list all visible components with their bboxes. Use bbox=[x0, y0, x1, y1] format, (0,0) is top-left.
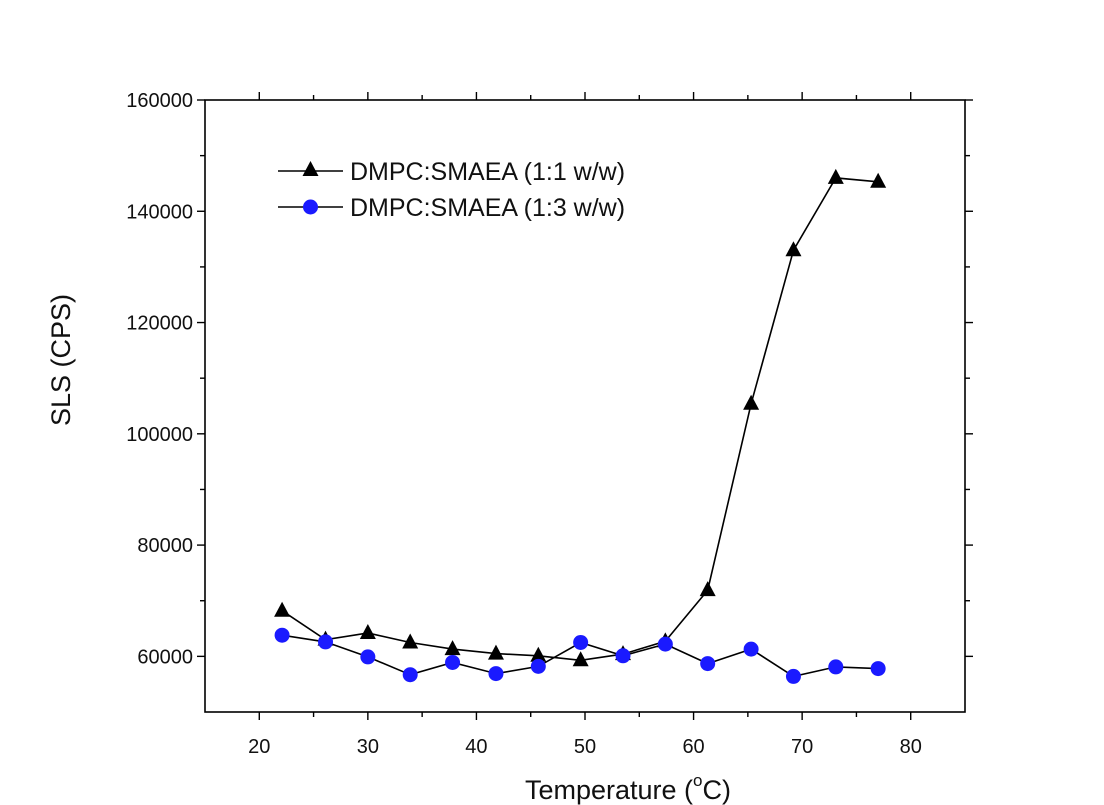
data-point-triangle bbox=[785, 241, 802, 257]
data-point-circle bbox=[743, 641, 759, 657]
data-point-circle bbox=[402, 667, 418, 683]
legend-marker-circle bbox=[303, 199, 318, 215]
x-tick-label: 20 bbox=[248, 736, 270, 758]
legend-item-2: DMPC:SMAEA (1:3 w/w) bbox=[278, 194, 625, 222]
data-point-circle bbox=[615, 648, 631, 664]
data-point-triangle bbox=[870, 172, 887, 188]
y-tick-label: 140000 bbox=[126, 201, 193, 223]
y-tick-label: 100000 bbox=[126, 424, 193, 446]
data-point-triangle bbox=[699, 581, 716, 597]
data-point-circle bbox=[657, 636, 673, 652]
data-point-triangle bbox=[274, 601, 291, 617]
x-tick-label: 60 bbox=[682, 736, 704, 758]
x-axis-title: Temperature (oC) bbox=[525, 771, 731, 805]
legend-marker-triangle bbox=[302, 161, 319, 176]
x-tick-label: 40 bbox=[465, 736, 487, 758]
y-tick-label: 80000 bbox=[137, 535, 193, 557]
data-point-circle bbox=[360, 649, 376, 665]
data-point-triangle bbox=[487, 644, 504, 660]
data-point-circle bbox=[870, 661, 886, 677]
x-tick-label: 80 bbox=[900, 736, 922, 758]
data-point-triangle bbox=[359, 623, 376, 639]
data-point-circle bbox=[274, 627, 290, 643]
axis-ticks bbox=[197, 92, 973, 720]
data-point-circle bbox=[445, 654, 461, 670]
data-point-circle bbox=[700, 656, 716, 672]
data-point-triangle bbox=[530, 646, 547, 662]
data-point-triangle bbox=[827, 168, 844, 184]
series-layer bbox=[274, 168, 887, 684]
legend-label-2: DMPC:SMAEA (1:3 w/w) bbox=[350, 194, 625, 222]
data-point-circle bbox=[828, 659, 844, 675]
legend-item-1: DMPC:SMAEA (1:1 w/w) bbox=[278, 158, 625, 186]
y-axis-title: SLS (CPS) bbox=[46, 294, 76, 426]
x-tick-labels: 20 30 40 50 60 70 80 bbox=[248, 736, 922, 758]
y-tick-labels: 60000 80000 100000 120000 140000 160000 bbox=[126, 90, 193, 668]
data-point-circle bbox=[785, 668, 801, 684]
data-point-circle bbox=[318, 634, 334, 650]
data-point-circle bbox=[530, 658, 546, 674]
data-point-triangle bbox=[402, 633, 419, 649]
x-tick-label: 30 bbox=[357, 736, 379, 758]
plot-frame bbox=[204, 99, 966, 713]
legend: DMPC:SMAEA (1:1 w/w) DMPC:SMAEA (1:3 w/w… bbox=[278, 158, 625, 222]
data-point-circle bbox=[573, 634, 589, 650]
data-point-triangle bbox=[444, 640, 461, 656]
y-tick-label: 60000 bbox=[137, 646, 193, 668]
legend-label-1: DMPC:SMAEA (1:1 w/w) bbox=[350, 158, 625, 186]
data-point-triangle bbox=[572, 651, 589, 667]
y-tick-label: 120000 bbox=[126, 313, 193, 335]
y-tick-label: 160000 bbox=[126, 90, 193, 112]
x-tick-label: 70 bbox=[791, 736, 813, 758]
data-point-triangle bbox=[743, 394, 760, 410]
x-tick-label: 50 bbox=[574, 736, 596, 758]
data-point-circle bbox=[488, 666, 504, 682]
